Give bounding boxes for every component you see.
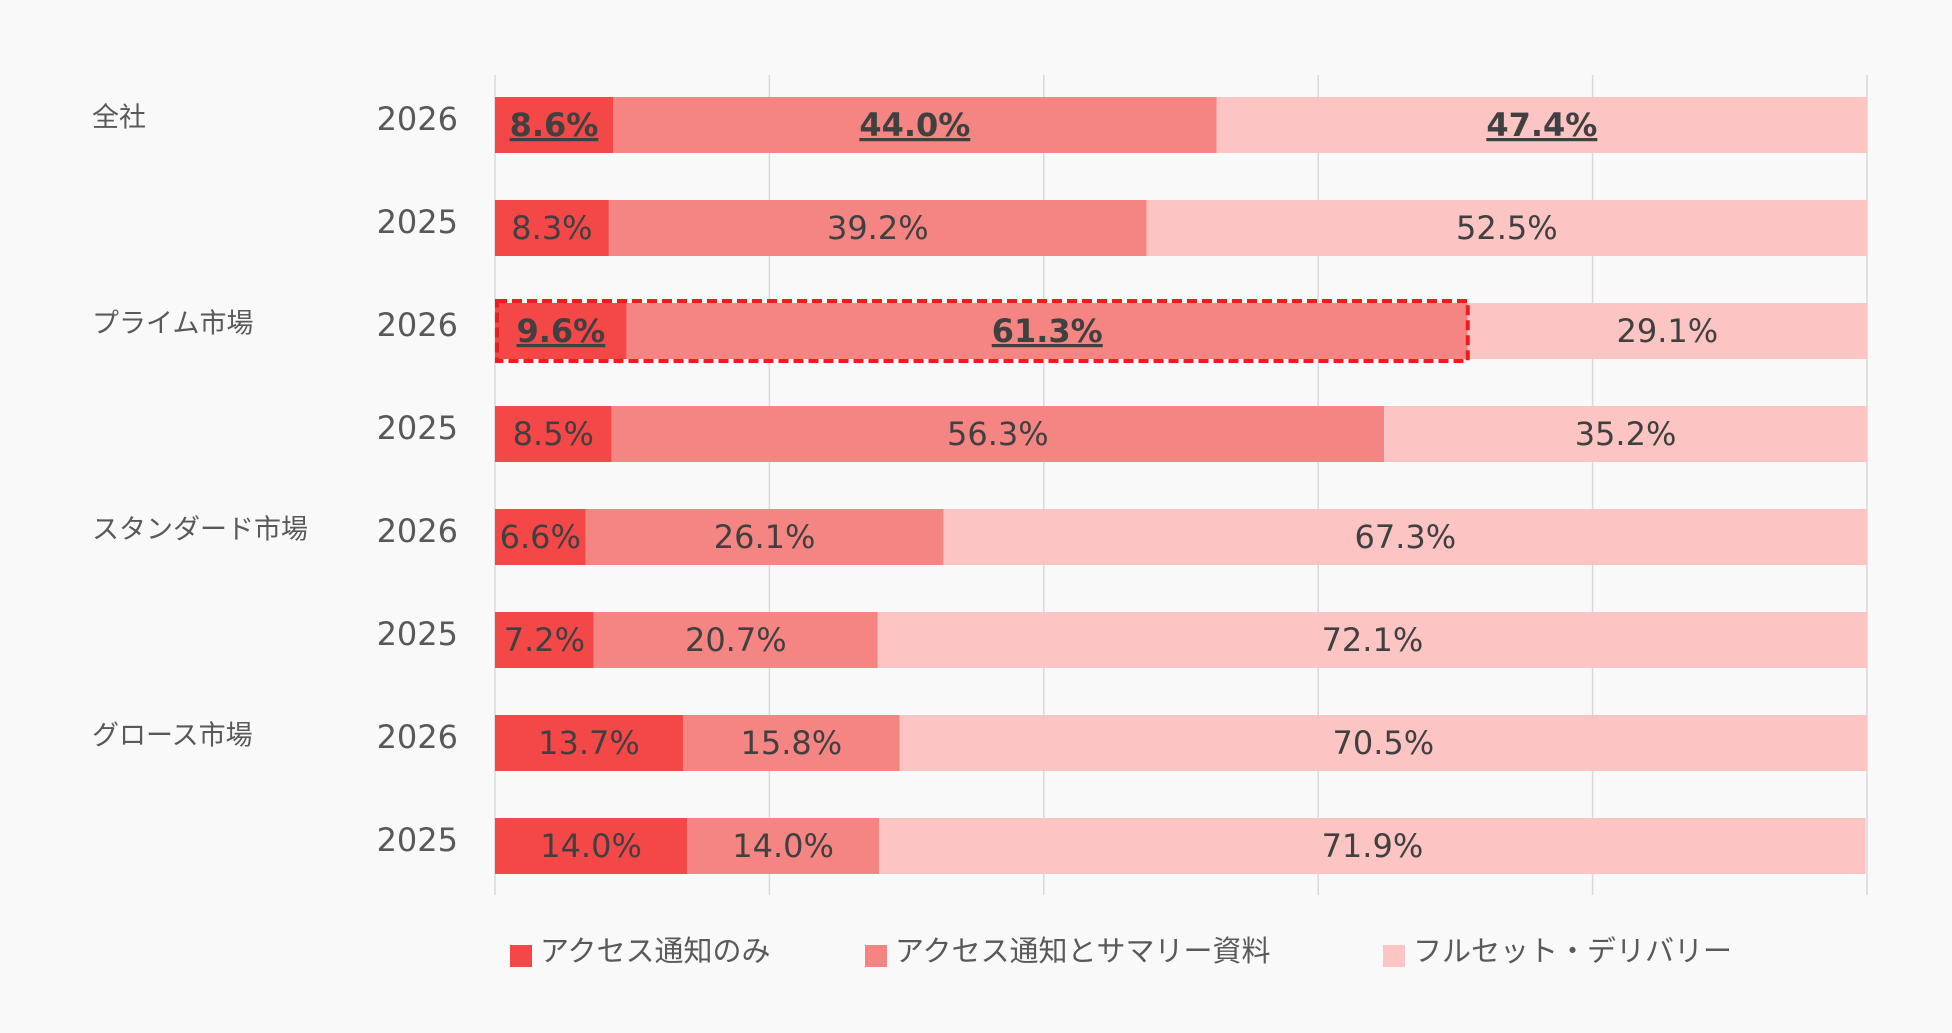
data-label: 56.3% xyxy=(947,415,1049,453)
data-label: 71.9% xyxy=(1322,827,1424,865)
bar-segment xyxy=(495,406,612,462)
bar-segment xyxy=(611,406,1385,462)
legend-label: アクセス通知のみ xyxy=(540,934,771,968)
data-label: 9.6% xyxy=(516,312,605,350)
data-label: 47.4% xyxy=(1486,106,1597,144)
bar-segment xyxy=(899,715,1867,771)
legend-item: アクセス通知とサマリー資料 xyxy=(865,934,1271,968)
bar-segment xyxy=(1384,406,1867,462)
data-label: 14.0% xyxy=(540,827,642,865)
data-label: 52.5% xyxy=(1456,209,1558,247)
bar-segment xyxy=(1216,97,1867,153)
data-label: 29.1% xyxy=(1617,312,1719,350)
data-label: 44.0% xyxy=(859,106,970,144)
bar-segment xyxy=(495,612,594,668)
bars-layer xyxy=(495,97,1867,874)
data-label: 72.1% xyxy=(1322,621,1424,659)
bar-segment xyxy=(495,715,683,771)
data-label: 20.7% xyxy=(685,621,787,659)
bar-segment xyxy=(687,818,880,874)
bar-segment xyxy=(1467,303,1867,359)
data-label: 67.3% xyxy=(1354,518,1456,556)
year-label: 2025 xyxy=(377,615,458,653)
bar-segment xyxy=(879,818,1866,874)
group-label: グロース市場 xyxy=(92,721,253,752)
data-label: 61.3% xyxy=(992,312,1103,350)
data-label: 8.3% xyxy=(511,209,592,247)
data-label: 8.5% xyxy=(513,415,594,453)
bar-segment xyxy=(608,200,1147,256)
legend-swatch xyxy=(1383,945,1405,967)
data-label: 6.6% xyxy=(500,518,581,556)
data-label: 8.6% xyxy=(510,106,599,144)
data-label: 70.5% xyxy=(1333,724,1435,762)
bar-segment xyxy=(495,200,609,256)
group-label: 全社 xyxy=(92,103,146,134)
bar-segment xyxy=(593,612,878,668)
group-label: プライム市場 xyxy=(92,309,253,340)
year-label: 2026 xyxy=(377,718,458,756)
bar-segment xyxy=(585,509,944,565)
bar-segment xyxy=(626,303,1468,359)
group-label: スタンダード市場 xyxy=(92,515,308,546)
data-label: 39.2% xyxy=(827,209,929,247)
bar-segment xyxy=(1146,200,1867,256)
legend-item: アクセス通知のみ xyxy=(510,934,771,968)
year-label: 2026 xyxy=(377,100,458,138)
data-label: 14.0% xyxy=(732,827,834,865)
year-label: 2025 xyxy=(377,821,458,859)
bar-segment xyxy=(495,97,613,153)
data-label: 13.7% xyxy=(538,724,640,762)
bar-segment xyxy=(495,818,688,874)
legend-label: アクセス通知とサマリー資料 xyxy=(895,934,1271,968)
labels-layer: 全社 2026 8.6% 44.0% 47.4% 2025 8.3% 39.2% 52.5% プラ… xyxy=(92,100,1718,865)
legend-item: フルセット・デリバリー xyxy=(1383,934,1732,968)
bar-segment xyxy=(877,612,1867,668)
data-label: 35.2% xyxy=(1575,415,1677,453)
legend-swatch xyxy=(510,945,532,967)
bar-segment xyxy=(495,509,586,565)
data-label: 7.2% xyxy=(504,621,585,659)
data-label: 26.1% xyxy=(714,518,816,556)
legend: アクセス通知のみ アクセス通知とサマリー資料 フルセット・デリバリー xyxy=(510,934,1732,968)
bar-segment xyxy=(682,715,900,771)
year-label: 2026 xyxy=(377,512,458,550)
year-label: 2025 xyxy=(377,409,458,447)
grid-layer xyxy=(494,75,1868,895)
bar-segment xyxy=(943,509,1867,565)
bar-segment xyxy=(612,97,1217,153)
year-label: 2025 xyxy=(377,203,458,241)
legend-swatch xyxy=(865,945,887,967)
legend-label: フルセット・デリバリー xyxy=(1413,934,1732,968)
year-label: 2026 xyxy=(377,306,458,344)
data-label: 15.8% xyxy=(741,724,843,762)
highlight-box xyxy=(495,299,1470,363)
bar-segment xyxy=(495,303,627,359)
